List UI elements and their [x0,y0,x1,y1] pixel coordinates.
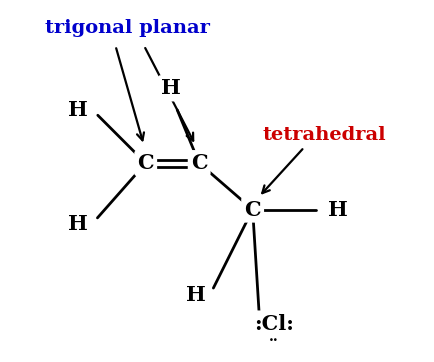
Text: C: C [138,153,154,173]
Text: H: H [68,100,88,120]
Text: H: H [186,285,206,305]
Text: H: H [161,78,181,98]
Text: H: H [328,199,348,219]
Text: H: H [68,214,88,234]
Text: ··: ·· [269,334,279,348]
Text: C: C [244,199,261,219]
Text: tetrahedral: tetrahedral [262,126,386,144]
Text: C: C [191,153,207,173]
Text: :Cl:: :Cl: [254,313,294,333]
Text: trigonal planar: trigonal planar [46,19,210,37]
